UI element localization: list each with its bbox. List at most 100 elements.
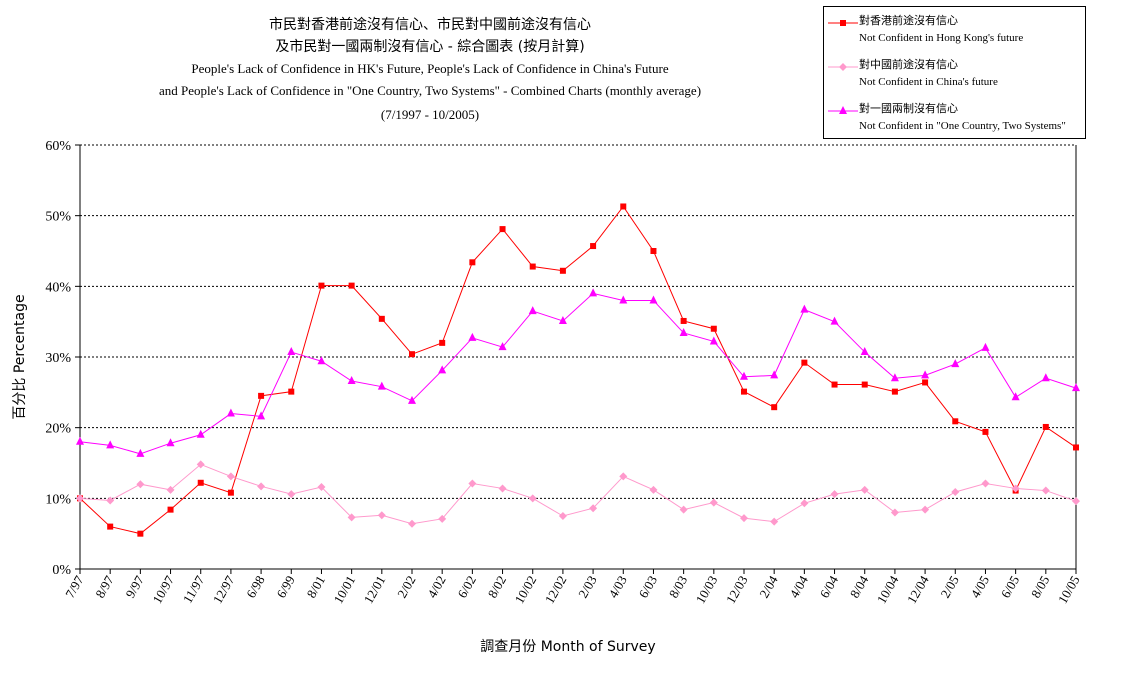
data-point xyxy=(740,371,748,380)
x-tick-label: 6/98 xyxy=(243,573,268,601)
data-point xyxy=(196,460,205,469)
data-point xyxy=(529,263,536,270)
data-point xyxy=(317,483,326,492)
x-tick-label: 2/04 xyxy=(756,573,781,601)
x-tick-label: 10/97 xyxy=(149,573,177,607)
legend-item-china: 對中國前途沒有信心 Not Confident in China's futur… xyxy=(824,51,1085,95)
series-lines xyxy=(76,203,1080,537)
x-tick-label: 8/02 xyxy=(485,573,510,601)
x-tick-label: 6/05 xyxy=(998,573,1023,601)
data-point xyxy=(287,490,296,499)
data-point xyxy=(377,381,386,390)
data-point xyxy=(861,381,868,388)
data-point xyxy=(377,511,386,520)
series-line xyxy=(79,205,1077,535)
data-point xyxy=(439,339,446,346)
data-point xyxy=(890,373,899,382)
data-point xyxy=(951,359,960,368)
chart-title-en-line2: and People's Lack of Confidence in "One … xyxy=(158,83,702,98)
data-point xyxy=(559,267,566,274)
x-tick-label: 6/99 xyxy=(273,573,298,601)
y-tick-label: 60% xyxy=(45,139,71,154)
x-tick-label: 10/04 xyxy=(874,573,902,607)
y-tick-label: 20% xyxy=(45,422,71,437)
data-point xyxy=(136,480,145,489)
data-point xyxy=(288,388,295,395)
data-point xyxy=(860,347,869,356)
data-point xyxy=(649,295,658,304)
data-point xyxy=(710,325,717,332)
data-point xyxy=(499,226,506,233)
series-line xyxy=(79,463,1077,525)
data-point xyxy=(196,429,205,438)
data-point xyxy=(408,519,416,528)
chart-legend: 對香港前途沒有信心 Not Confident in Hong Kong's f… xyxy=(823,6,1086,139)
data-point xyxy=(438,365,447,374)
data-point xyxy=(348,282,355,289)
data-point xyxy=(1011,392,1020,401)
data-point xyxy=(921,370,930,379)
x-tick-label: 9/97 xyxy=(122,573,147,601)
x-tick-label: 8/01 xyxy=(303,573,328,601)
data-point xyxy=(107,523,114,530)
x-tick-label: 8/03 xyxy=(666,573,691,601)
x-axis-title: 調查月份 Month of Survey xyxy=(480,639,655,655)
x-tick-label: 4/04 xyxy=(786,573,811,601)
data-point xyxy=(1041,486,1050,495)
legend-marker-square-icon xyxy=(828,20,858,26)
legend-item-octs: 對一國兩制沒有信心 Not Confident in "One Country,… xyxy=(824,95,1085,139)
data-point xyxy=(258,392,265,399)
x-tick-label: 8/05 xyxy=(1028,573,1053,601)
data-point xyxy=(347,376,356,385)
x-tick-label: 10/01 xyxy=(330,573,358,606)
legend-label-zh: 對中國前途沒有信心 xyxy=(859,58,958,71)
y-tick-label: 50% xyxy=(45,210,71,225)
legend-label-en: Not Confident in "One Country, Two Syste… xyxy=(859,120,1066,132)
x-tick-label: 4/03 xyxy=(605,573,630,601)
data-point xyxy=(1073,444,1079,451)
data-point xyxy=(679,505,688,514)
data-point xyxy=(709,336,718,345)
data-point xyxy=(257,411,266,420)
data-point xyxy=(76,494,84,503)
data-point xyxy=(590,243,597,250)
data-point xyxy=(469,259,476,266)
data-point xyxy=(952,418,959,425)
data-point xyxy=(136,448,145,457)
data-point xyxy=(1042,423,1049,430)
x-tick-label: 12/02 xyxy=(542,573,570,606)
x-tick-label: 8/04 xyxy=(847,573,872,601)
data-point xyxy=(830,490,839,499)
data-point xyxy=(650,248,657,254)
data-point xyxy=(771,404,778,411)
data-point xyxy=(981,479,990,488)
data-point xyxy=(528,306,537,315)
x-tick-label: 4/05 xyxy=(967,573,992,601)
data-point xyxy=(558,512,567,520)
data-point xyxy=(830,316,839,325)
data-point xyxy=(166,438,175,447)
legend-label-en: Not Confident in China's future xyxy=(859,76,998,88)
x-tick-label: 2/05 xyxy=(937,573,962,601)
y-tick-label: 10% xyxy=(45,492,71,507)
x-tick-label: 8/97 xyxy=(92,573,117,601)
chart-title-en-line1: People's Lack of Confidence in HK's Futu… xyxy=(191,61,669,76)
x-tick-label: 11/97 xyxy=(180,573,208,606)
data-point xyxy=(226,472,235,481)
data-point xyxy=(770,370,779,379)
data-point xyxy=(409,351,415,358)
y-tick-label: 40% xyxy=(45,280,71,295)
data-point xyxy=(226,408,235,417)
data-point xyxy=(649,485,658,494)
data-point xyxy=(498,342,507,351)
data-point xyxy=(197,479,204,486)
data-point xyxy=(619,295,628,304)
data-point xyxy=(680,317,687,324)
data-point xyxy=(801,359,808,366)
y-tick-label: 30% xyxy=(45,351,71,366)
x-tick-label: 6/03 xyxy=(635,573,660,601)
x-tick-label: 10/02 xyxy=(512,573,540,606)
data-point xyxy=(890,508,899,517)
data-point xyxy=(831,381,838,388)
